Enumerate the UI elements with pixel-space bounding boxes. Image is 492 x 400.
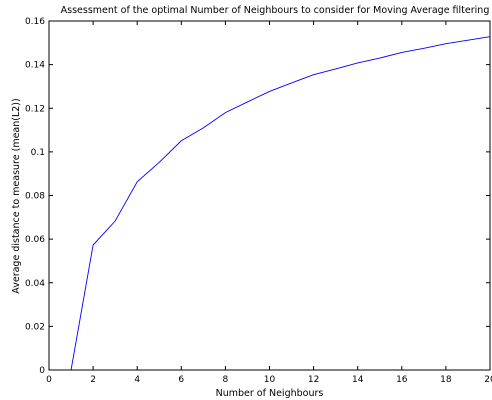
x-tick-label: 2 (90, 375, 96, 385)
x-tick-label: 12 (308, 375, 319, 385)
x-tick-label: 6 (178, 375, 184, 385)
series-line (70, 36, 491, 371)
y-tick-label: 0.08 (25, 192, 45, 202)
x-tick-label: 10 (264, 375, 276, 385)
x-tick-label: 20 (484, 375, 492, 385)
y-tick-label: 0.14 (25, 61, 45, 71)
x-tick-label: 14 (352, 375, 364, 385)
x-tick-label: 16 (396, 375, 408, 385)
x-axis-label: Number of Neighbours (216, 388, 324, 399)
y-tick-label: 0.1 (31, 148, 45, 158)
plot-area (48, 20, 491, 371)
y-tick-label: 0.04 (25, 279, 45, 289)
y-axis-ticks: 0 0.02 0.04 0.06 0.08 0.1 0.12 0.14 0.16 (25, 17, 490, 376)
y-tick-label: 0.16 (25, 17, 45, 27)
series-layer (70, 36, 491, 371)
y-tick-label: 0.06 (25, 235, 45, 245)
x-tick-label: 4 (134, 375, 140, 385)
x-axis-ticks: 0 2 4 6 8 10 12 14 16 18 20 (46, 21, 492, 385)
x-tick-label: 18 (440, 375, 452, 385)
y-tick-label: 0.02 (25, 322, 45, 332)
y-axis-label: Average distance to measure (mean(L2)) (11, 98, 22, 293)
chart-title: Assessment of the optimal Number of Neig… (61, 5, 490, 16)
y-tick-label: 0.12 (25, 104, 45, 114)
x-tick-label: 8 (223, 375, 229, 385)
y-tick-label: 0 (39, 366, 45, 376)
x-tick-label: 0 (46, 375, 52, 385)
